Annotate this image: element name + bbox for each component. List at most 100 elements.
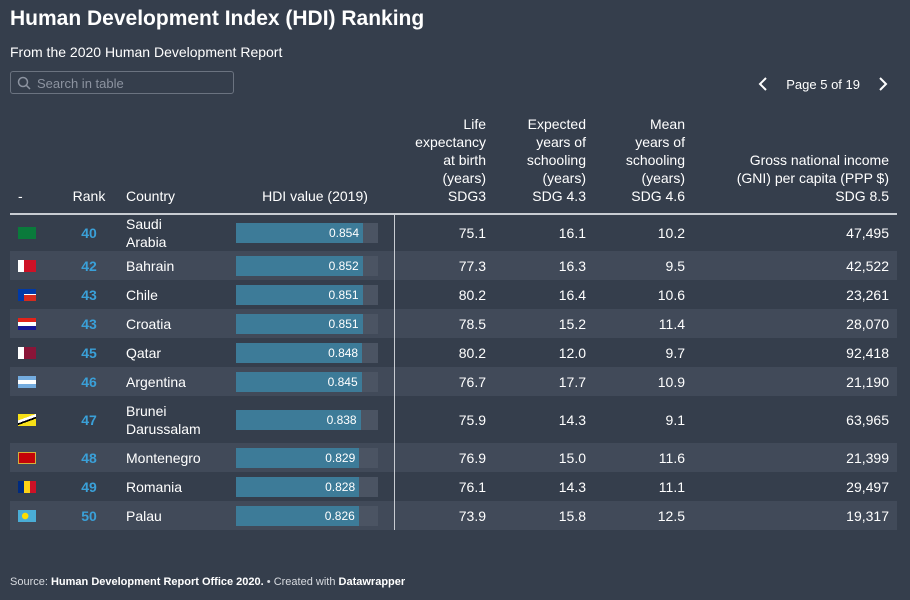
- hdi-value: 0.838: [326, 412, 357, 427]
- country: Argentina: [126, 373, 186, 390]
- hdi-cell: 0.854: [236, 214, 395, 251]
- country-cell: Romania: [118, 472, 236, 501]
- country-cell: Qatar: [118, 338, 236, 367]
- hdi-bar: 0.851: [236, 284, 363, 305]
- hdi-value: 0.851: [328, 287, 359, 302]
- header-row: - Rank Country HDI value (2019) Life expecta…: [10, 115, 897, 215]
- country: Saudi Arabia: [126, 216, 167, 250]
- hdi-cell: 0.845: [236, 367, 395, 396]
- hdi-bar: 0.851: [236, 313, 363, 334]
- hdi-cell: 0.851: [236, 280, 395, 309]
- prev-page[interactable]: [756, 75, 770, 93]
- cell-value: 9.1: [665, 411, 685, 428]
- country-cell: Chile: [118, 280, 236, 309]
- column-header: Life expectancy at birth (years) SDG3: [394, 115, 494, 215]
- cell-value: 19,317: [846, 507, 889, 524]
- cell-value: 42,522: [846, 257, 889, 274]
- flag: [18, 317, 36, 330]
- hdi-bar: 0.845: [236, 371, 362, 392]
- cell-value: 47,495: [846, 225, 889, 241]
- footer: Source: Human Development Report Office …: [10, 576, 405, 588]
- flag-cell: [10, 472, 60, 501]
- flag-cell: [10, 280, 60, 309]
- country: Qatar: [126, 344, 162, 361]
- rank: 43: [81, 286, 97, 303]
- cell-value: 75.1: [458, 225, 486, 241]
- hdi-cell: 0.828: [236, 472, 395, 501]
- country: Croatia: [126, 315, 172, 332]
- table-row: 43 Croatia 0.851 78.5 15.2 11.4 28,070: [10, 309, 897, 338]
- hdi-cell: 0.838: [236, 396, 395, 443]
- rank: 46: [81, 373, 97, 390]
- bar-track: 0.838: [236, 409, 378, 430]
- cell-value: 9.5: [665, 257, 685, 274]
- table-row: 45 Qatar 0.848 80.2 12.0 9.7 92,418: [10, 338, 897, 367]
- rank: 49: [81, 478, 97, 495]
- flag: [18, 259, 36, 272]
- flag: [18, 509, 36, 522]
- flag: [18, 451, 36, 464]
- cell-value: 11.4: [658, 315, 685, 332]
- country: Brunei Darussalam: [126, 402, 201, 437]
- hdi-cell: 0.851: [236, 309, 395, 338]
- cell-value: 10.6: [657, 286, 685, 303]
- country: Bahrain: [126, 257, 175, 274]
- country-cell: Palau: [118, 501, 236, 530]
- search-box[interactable]: Search in table: [10, 71, 234, 94]
- column-header-text: Life expectancy at birth (years) SDG3: [415, 116, 486, 204]
- flag: [18, 480, 36, 493]
- bar-track: 0.851: [236, 313, 378, 334]
- column-header-text: Expected years of schooling (years) SDG …: [526, 116, 586, 204]
- cell-value: 10.9: [657, 373, 685, 390]
- search-placeholder: Search in table: [37, 76, 124, 91]
- hdi-cell: 0.852: [236, 251, 395, 280]
- cell-value: 15.8: [558, 507, 586, 524]
- hdi-bar: 0.828: [236, 476, 360, 497]
- hdi-value: 0.826: [324, 508, 355, 523]
- rank: 43: [81, 315, 97, 332]
- cell-value: 28,070: [846, 315, 889, 332]
- cell-value: 75.9: [458, 411, 486, 428]
- cell-value: 80.2: [458, 344, 486, 361]
- tool: Datawrapper: [338, 576, 406, 588]
- next-page[interactable]: [876, 75, 890, 93]
- country-cell: Brunei Darussalam: [118, 396, 236, 443]
- search-icon: [17, 76, 31, 90]
- flag-cell: [10, 367, 60, 396]
- country: Palau: [126, 507, 162, 524]
- table-row: 42 Bahrain 0.852 77.3 16.3 9.5 42,522: [10, 251, 897, 280]
- bar-track: 0.826: [236, 505, 378, 526]
- subtitle: From the 2020 Human Development Report: [10, 44, 283, 60]
- cell-value: 12.0: [558, 344, 586, 361]
- source: Human Development Report Office 2020.: [50, 576, 264, 588]
- column-header-text: Mean years of schooling (years) SDG 4.6: [625, 116, 685, 204]
- flag-cell: [10, 443, 60, 472]
- cell-value: 14.3: [558, 411, 586, 428]
- hdi-cell: 0.826: [236, 501, 395, 530]
- country-cell: Montenegro: [118, 443, 236, 472]
- flag-cell: [10, 309, 60, 338]
- rank: 45: [81, 344, 97, 361]
- bar-track: 0.851: [236, 284, 378, 305]
- table-row: 47 Brunei Darussalam 0.838 75.9 14.3 9.1 63,96…: [10, 396, 897, 443]
- bar-track: 0.848: [236, 342, 378, 363]
- pagination: Page 5 of 19: [756, 74, 890, 94]
- rank: 48: [81, 449, 97, 466]
- flag: [18, 346, 36, 359]
- cell-value: 77.3: [458, 257, 486, 274]
- rank: 47: [81, 411, 97, 428]
- cell-value: 73.9: [458, 507, 486, 524]
- source-label: Source:: [10, 576, 48, 588]
- flag-cell: [10, 501, 60, 530]
- table-row: 43 Chile 0.851 80.2 16.4 10.6 23,261: [10, 280, 897, 309]
- country-cell: Saudi Arabia: [118, 214, 236, 251]
- cell-value: 78.5: [458, 315, 486, 332]
- hdi-cell: 0.829: [236, 443, 395, 472]
- hdi-bar: 0.838: [236, 409, 361, 430]
- cell-value: 21,399: [846, 449, 889, 466]
- hdi-value: 0.829: [325, 450, 356, 465]
- table-row: 46 Argentina 0.845 76.7 17.7 10.9 21,190: [10, 367, 897, 396]
- bar-track: 0.852: [236, 255, 378, 276]
- flag: [18, 227, 36, 239]
- cell-value: 17.7: [558, 373, 586, 390]
